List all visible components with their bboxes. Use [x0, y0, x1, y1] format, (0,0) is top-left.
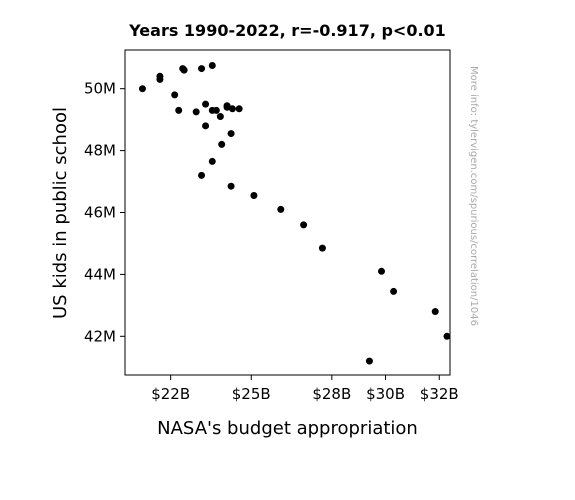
data-point: [318, 244, 326, 252]
data-point: [198, 171, 206, 179]
data-point: [228, 105, 236, 113]
data-point: [431, 308, 439, 316]
data-point: [235, 105, 243, 113]
x-tick-label: $25B: [232, 385, 271, 403]
y-tick-label: 48M: [84, 142, 116, 160]
y-tick-label: 46M: [84, 204, 116, 222]
data-point: [227, 182, 235, 190]
x-tick-label: $28B: [312, 385, 351, 403]
y-tick-label: 44M: [84, 265, 116, 283]
data-point: [175, 106, 183, 114]
chart-title: Years 1990-2022, r=-0.917, p<0.01: [128, 21, 446, 40]
data-point: [223, 103, 231, 111]
x-axis-ticks: $22B $25B $28B $30B $32B: [151, 375, 459, 403]
data-point: [227, 130, 235, 138]
data-points: [138, 61, 451, 365]
y-axis-ticks: 42M 44M 46M 48M 50M: [84, 80, 125, 345]
data-point: [180, 66, 188, 74]
data-point: [208, 157, 216, 165]
x-tick-label: $32B: [420, 385, 459, 403]
x-axis-label: NASA's budget appropriation: [157, 418, 418, 439]
data-point: [202, 122, 210, 130]
data-point: [198, 65, 206, 73]
data-point: [277, 205, 285, 213]
data-point: [378, 267, 386, 275]
data-point: [192, 108, 200, 116]
y-axis-label: US kids in public school: [50, 107, 71, 319]
data-point: [208, 61, 216, 69]
data-point: [202, 100, 210, 108]
data-point: [250, 191, 258, 199]
data-point: [171, 91, 179, 99]
plot-frame: [124, 49, 451, 376]
data-point: [300, 221, 308, 229]
data-point: [390, 287, 398, 295]
data-point: [216, 113, 224, 121]
data-point: [443, 332, 451, 340]
data-point: [212, 106, 220, 114]
y-tick-label: 50M: [84, 80, 116, 98]
data-point: [156, 75, 164, 83]
data-point: [365, 357, 373, 365]
data-point: [218, 140, 226, 148]
x-tick-label: $22B: [151, 385, 190, 403]
watermark-text: More info: tylervigen.com/spurious/corre…: [468, 66, 479, 326]
data-point: [138, 85, 146, 93]
x-tick-label: $30B: [366, 385, 405, 403]
y-tick-label: 42M: [84, 327, 116, 345]
